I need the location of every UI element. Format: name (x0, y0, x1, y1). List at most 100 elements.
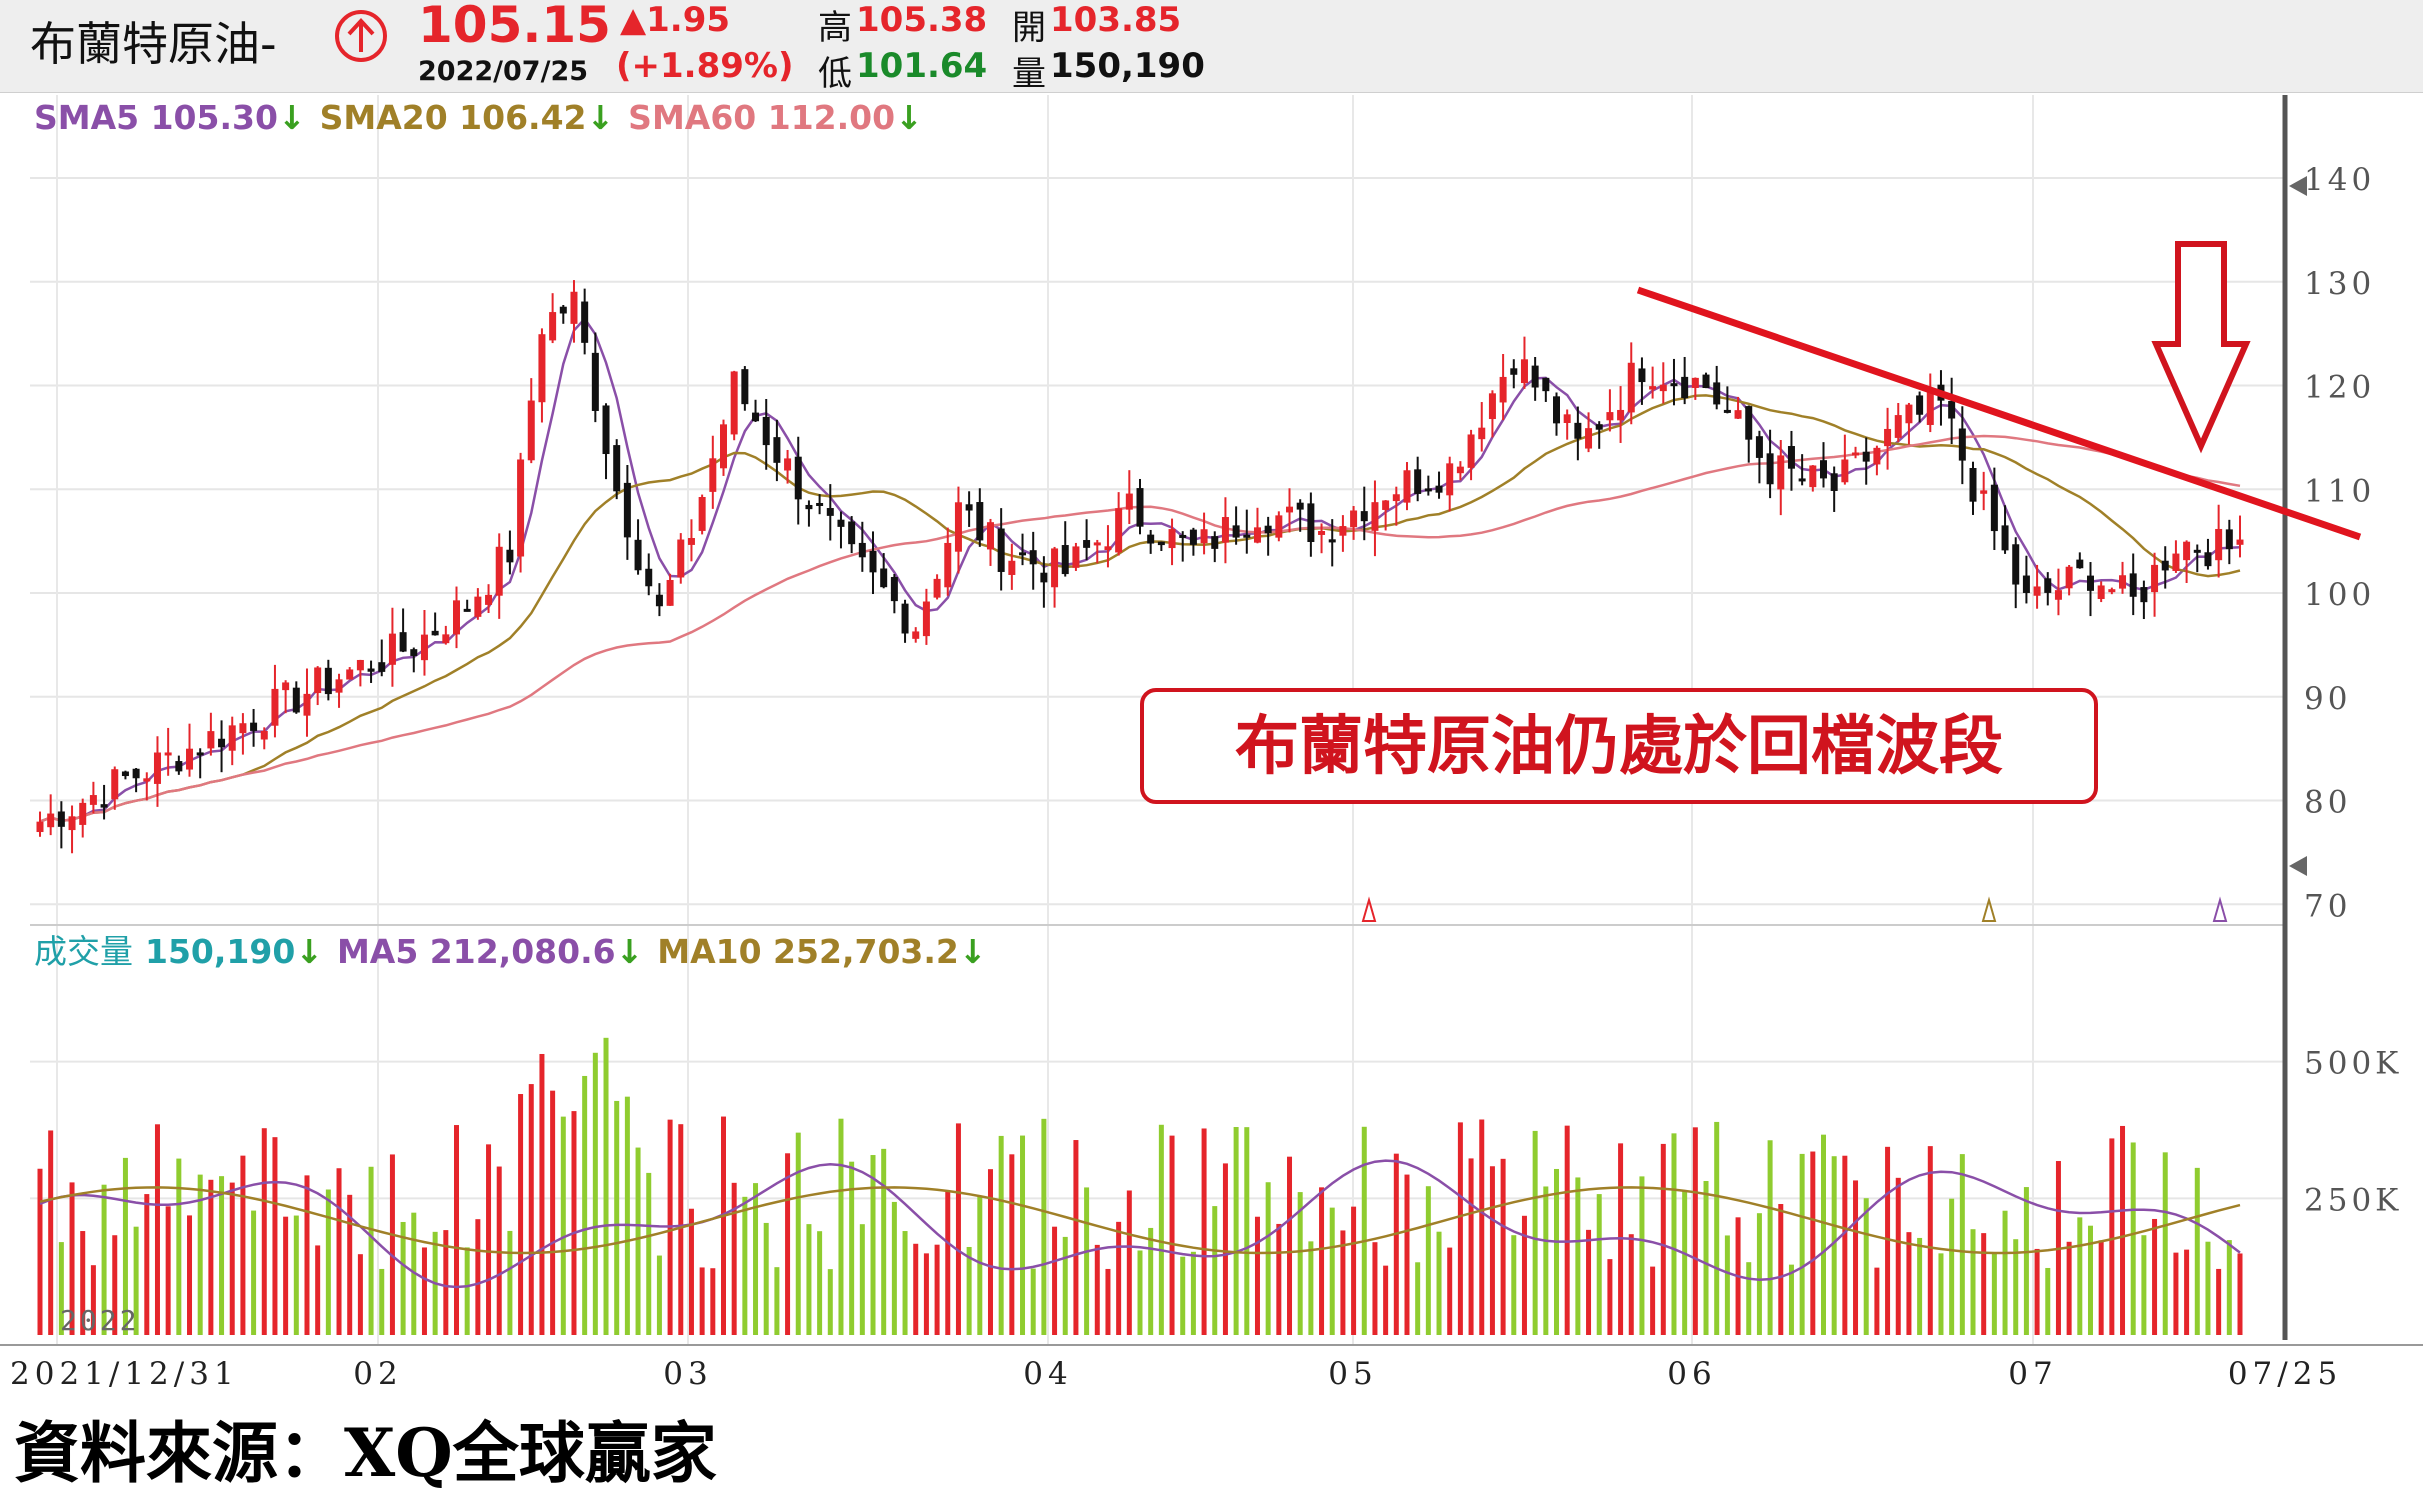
candle-body (1211, 536, 1219, 549)
volume-bar (1254, 1216, 1260, 1335)
volume-bar (785, 1153, 791, 1335)
volume-bar (1917, 1237, 1923, 1335)
x-tick-label: 05 (1328, 1356, 1377, 1392)
candle-body (1371, 502, 1379, 531)
candle-body (1809, 465, 1817, 488)
volume-bar (1265, 1182, 1271, 1335)
volume-bar (400, 1221, 406, 1335)
volume-bar (1554, 1168, 1560, 1335)
volume-bar (368, 1166, 374, 1335)
sma-legend: SMA5 105.30↓ SMA20 106.42↓ SMA60 112.00↓ (34, 98, 923, 137)
volume-bar (977, 1195, 983, 1335)
candle-body (1542, 377, 1550, 392)
volume-bar (1372, 1242, 1378, 1335)
volume-bar (1746, 1262, 1752, 1335)
candle-body (687, 538, 695, 545)
candle-body (1115, 508, 1123, 553)
volume-bar (1137, 1250, 1143, 1335)
candle-body (2183, 541, 2191, 561)
volume-value: 150,190 (1050, 46, 1205, 86)
volume-bar (998, 1135, 1004, 1335)
volume-bar (379, 1268, 385, 1335)
candlesticks (36, 280, 2244, 854)
candle-body (517, 459, 525, 557)
candle-body (655, 594, 663, 607)
volume-bar (1607, 1259, 1613, 1335)
x-tick-label: 06 (1667, 1356, 1716, 1392)
volume-bar (763, 1222, 769, 1335)
candle-body (869, 550, 877, 573)
candle-body (912, 631, 920, 639)
volume-bar (443, 1230, 449, 1335)
volume-bar (1788, 1264, 1794, 1335)
volume-bar (1970, 1229, 1976, 1335)
candle-body (1179, 534, 1187, 538)
candle-body (1392, 494, 1400, 502)
volume-bar (240, 1155, 246, 1335)
candle-body (1157, 541, 1165, 546)
volume-bar (945, 1191, 951, 1335)
candle-body (559, 306, 567, 314)
volume-bar (688, 1208, 694, 1335)
volume-bar (2194, 1167, 2200, 1335)
candle-body (1777, 455, 1785, 490)
volume-bar (1543, 1186, 1549, 1335)
candle-body (2129, 573, 2137, 597)
candle-body (1766, 453, 1774, 485)
price-tick-label: 80 (2304, 785, 2351, 821)
candle-body (239, 723, 247, 734)
volume-bar (1351, 1206, 1357, 1335)
volume-bars (37, 1037, 2243, 1335)
volume-bar (1863, 1198, 1869, 1335)
volume-bar (80, 1231, 86, 1335)
candle-body (1638, 368, 1646, 383)
up-marker-icon (2212, 896, 2228, 922)
candle-body (495, 546, 503, 596)
candle-body (880, 568, 888, 588)
candle-body (2236, 539, 2244, 545)
volume-bar (2226, 1240, 2232, 1335)
candle-body (399, 632, 407, 652)
year-mark: 2022 (60, 1304, 139, 1337)
volume-bar (1201, 1128, 1207, 1335)
candle-body (207, 731, 215, 749)
volume-bar (272, 1137, 278, 1335)
candle-body (719, 424, 727, 469)
candle-body (1093, 542, 1101, 546)
candle-body (848, 521, 856, 545)
candle-body (356, 659, 364, 671)
candle-body (2065, 566, 2073, 589)
volume-bar (176, 1158, 182, 1335)
volume-bar (1778, 1204, 1784, 1335)
candle-body (1296, 502, 1304, 510)
candle-body (1702, 374, 1710, 389)
volume-bar (357, 1254, 363, 1335)
volume-bar (69, 1182, 75, 1335)
volume-bar (2162, 1152, 2168, 1335)
candle-body (1232, 525, 1240, 538)
candle-body (1787, 446, 1795, 469)
low-label: 低 (818, 54, 852, 94)
candle-body (933, 578, 941, 598)
price-change-percent: (+1.89%) (616, 46, 794, 86)
volume-bar (614, 1100, 620, 1335)
volume-bar (112, 1235, 118, 1335)
annotation-text: 布蘭特原油仍處於回檔波段 (1235, 709, 2003, 784)
candle-body (2193, 549, 2201, 553)
candle-body (634, 539, 642, 571)
candle-body (1520, 359, 1528, 384)
volume-tick-label: 500K (2304, 1046, 2402, 1082)
candle-body (602, 405, 610, 455)
volume-bar (2023, 1187, 2029, 1335)
candle-body (2161, 560, 2169, 571)
candle-body (2151, 564, 2159, 593)
x-tick-label: 03 (663, 1356, 712, 1392)
candle-body (36, 821, 44, 833)
candle-body (2012, 544, 2020, 585)
volume-bar (293, 1215, 299, 1335)
candle-body (666, 579, 674, 606)
volume-bar (2141, 1235, 2147, 1335)
candle-body (378, 662, 386, 672)
up-marker-icon (1361, 896, 1377, 922)
